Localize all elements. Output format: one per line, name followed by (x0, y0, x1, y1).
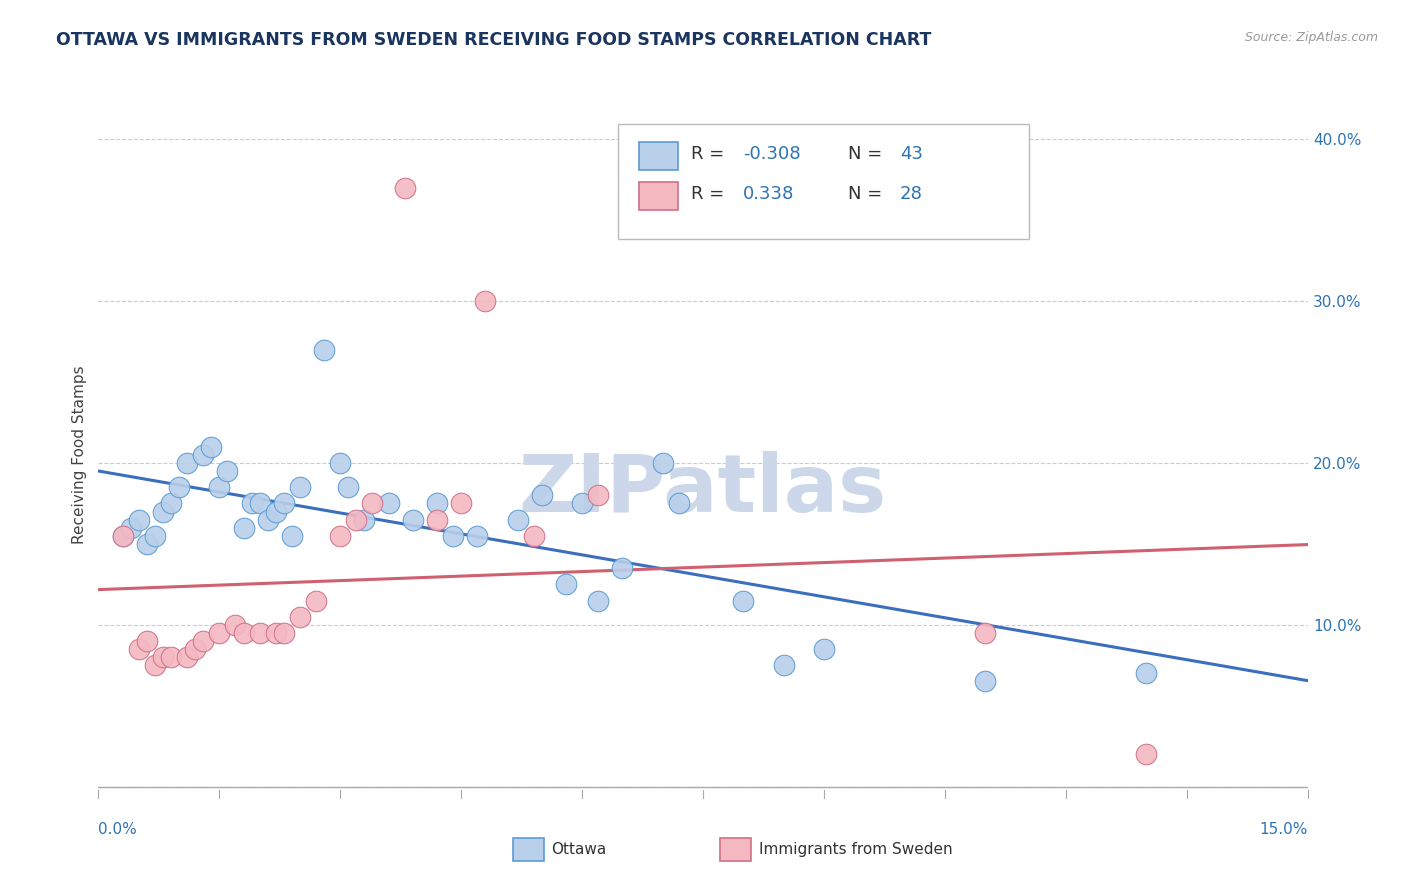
Point (160, 496, 183, 510)
Point (668, 496, 690, 510)
Point (441, 529, 464, 543)
Text: 0.0%: 0.0% (98, 822, 138, 838)
Point (232, 626, 254, 640)
Point (128, 513, 150, 527)
Point (426, 513, 449, 527)
Point (733, 593, 755, 607)
Point (377, 496, 399, 510)
Text: Source: ZipAtlas.com: Source: ZipAtlas.com (1244, 31, 1378, 45)
Point (176, 650, 198, 665)
Text: ZIPatlas: ZIPatlas (519, 450, 887, 529)
FancyBboxPatch shape (619, 124, 1029, 239)
Point (184, 642, 207, 657)
Text: 43: 43 (900, 145, 924, 162)
FancyBboxPatch shape (638, 182, 678, 210)
Point (143, 658, 166, 673)
Point (506, 513, 529, 527)
Point (256, 513, 278, 527)
Point (273, 496, 295, 510)
Point (193, 634, 215, 648)
Point (651, 456, 673, 470)
Point (571, 496, 593, 510)
Point (281, 529, 304, 543)
Point (217, 464, 239, 478)
Point (160, 650, 183, 665)
Point (305, 593, 328, 607)
Point (152, 504, 174, 518)
Point (1135, 747, 1157, 762)
Point (394, 181, 416, 195)
Point (208, 626, 231, 640)
Point (353, 513, 375, 527)
Point (586, 488, 609, 502)
Text: R =: R = (690, 145, 730, 162)
Point (314, 343, 336, 357)
Point (813, 642, 835, 657)
Point (474, 294, 496, 309)
Point (249, 496, 271, 510)
Point (264, 626, 287, 640)
Point (288, 609, 311, 624)
Point (200, 440, 222, 454)
Text: -0.308: -0.308 (742, 145, 800, 162)
Point (402, 513, 425, 527)
Text: Immigrants from Sweden: Immigrants from Sweden (759, 842, 953, 856)
Point (974, 674, 997, 689)
FancyBboxPatch shape (638, 142, 678, 169)
FancyBboxPatch shape (720, 838, 751, 861)
Text: 28: 28 (900, 185, 922, 203)
Point (329, 456, 352, 470)
Point (167, 480, 190, 494)
FancyBboxPatch shape (513, 838, 544, 861)
Text: OTTAWA VS IMMIGRANTS FROM SWEDEN RECEIVING FOOD STAMPS CORRELATION CHART: OTTAWA VS IMMIGRANTS FROM SWEDEN RECEIVI… (56, 31, 932, 49)
Point (530, 488, 553, 502)
Point (450, 496, 472, 510)
Point (249, 626, 271, 640)
Point (361, 496, 384, 510)
Point (128, 642, 150, 657)
Point (135, 634, 157, 648)
Point (224, 617, 246, 632)
Point (208, 480, 231, 494)
Point (143, 529, 166, 543)
Point (264, 504, 287, 518)
Point (176, 456, 198, 470)
Point (120, 521, 142, 535)
Point (344, 513, 367, 527)
Point (772, 658, 794, 673)
Point (232, 521, 254, 535)
Point (612, 561, 634, 575)
Point (135, 537, 157, 551)
Point (111, 529, 134, 543)
Point (240, 496, 263, 510)
Point (586, 593, 609, 607)
Text: N =: N = (848, 185, 889, 203)
Point (426, 496, 449, 510)
Point (1135, 666, 1157, 681)
Text: Ottawa: Ottawa (551, 842, 606, 856)
Point (465, 529, 488, 543)
Point (111, 529, 134, 543)
Text: R =: R = (690, 185, 735, 203)
Point (288, 480, 311, 494)
Y-axis label: Receiving Food Stamps: Receiving Food Stamps (72, 366, 87, 544)
Point (152, 650, 174, 665)
Point (337, 480, 360, 494)
Point (974, 626, 997, 640)
Text: N =: N = (848, 145, 889, 162)
Text: 15.0%: 15.0% (1260, 822, 1308, 838)
Point (523, 529, 546, 543)
Text: 0.338: 0.338 (742, 185, 794, 203)
Point (273, 626, 295, 640)
Point (193, 448, 215, 462)
Point (329, 529, 352, 543)
Point (555, 577, 578, 591)
